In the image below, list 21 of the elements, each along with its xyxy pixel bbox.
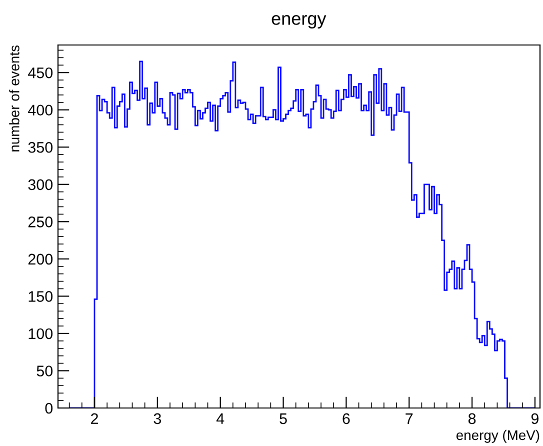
x-axis-title: energy (MeV): [456, 430, 540, 443]
y-axis-title: number of events: [9, 45, 20, 152]
y-tick-label: 250: [28, 216, 53, 228]
x-tick-label: 4: [216, 413, 224, 424]
x-tick-label: 9: [531, 413, 538, 424]
y-tick-label: 150: [28, 291, 53, 302]
y-tick-label: 200: [28, 254, 53, 265]
x-tick-label: 3: [154, 413, 161, 424]
x-tick-label: 5: [280, 413, 287, 424]
x-tick-label: 2: [91, 413, 98, 424]
y-tick-label: 0: [45, 402, 53, 414]
chart-title: energy: [272, 15, 326, 28]
y-tick-label: 400: [28, 104, 53, 116]
x-tick-label: 6: [342, 413, 350, 424]
y-tick-label: 100: [28, 328, 53, 340]
y-tick-label: 450: [28, 67, 53, 78]
y-tick-label: 350: [28, 142, 53, 153]
x-tick-label: 8: [468, 413, 476, 424]
y-tick-label: 300: [28, 179, 53, 190]
x-tick-label: 7: [406, 413, 413, 424]
y-tick-label: 50: [36, 366, 53, 376]
